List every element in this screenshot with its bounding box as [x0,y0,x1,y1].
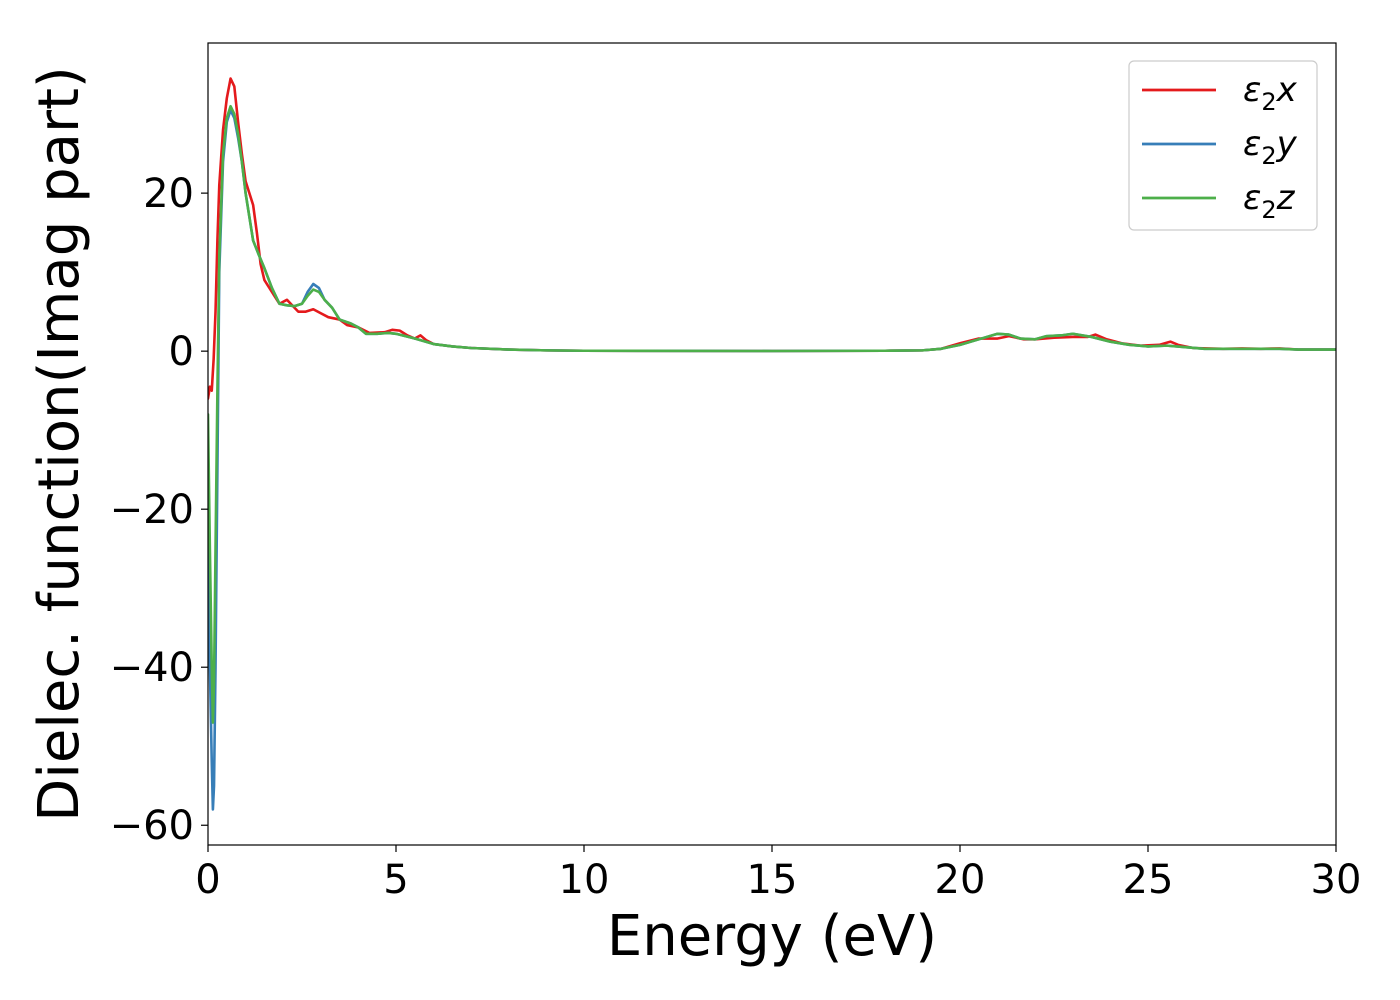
y-tick-label: −40 [110,645,194,691]
legend-label-x: ε2x [1243,70,1298,116]
x-tick-label: 10 [559,857,610,903]
y-axis-title: Dielec. function(Imag part) [27,66,92,822]
y-tick-label: 0 [169,329,194,375]
y-tick-label: −60 [110,803,194,849]
x-tick-label: 20 [935,857,986,903]
series-line-z [208,104,1336,724]
legend-box [1128,60,1318,231]
x-tick-label: 0 [195,857,220,903]
y-axis: −60 −40 −20 0 20 [110,171,208,849]
series-layer [208,77,1336,811]
x-tick-label: 25 [1123,857,1174,903]
x-axis: 0 5 10 15 20 25 30 [195,845,1361,903]
x-tick-label: 5 [383,857,408,903]
legend: ε2x ε2y ε2z [1128,60,1318,231]
y-tick-label: 20 [143,171,194,217]
x-tick-label: 15 [747,857,798,903]
legend-label-y: ε2y [1243,124,1298,170]
legend-label-z: ε2z [1243,178,1296,224]
x-axis-title: Energy (eV) [607,904,937,969]
y-tick-label: −20 [110,487,194,533]
x-tick-label: 30 [1311,857,1362,903]
